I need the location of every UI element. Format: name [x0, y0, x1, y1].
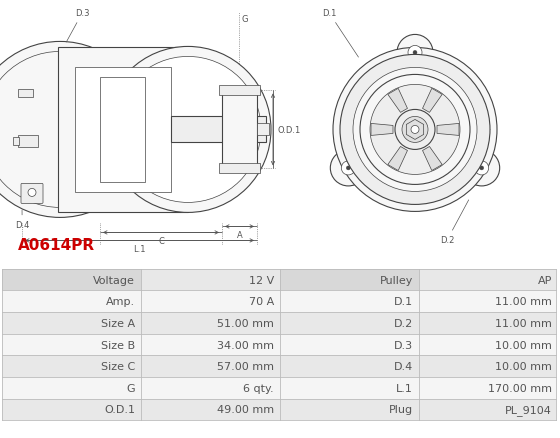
- Text: A0614PR: A0614PR: [18, 238, 95, 253]
- Bar: [219, 86, 260, 96]
- Text: D.2: D.2: [440, 201, 469, 245]
- Text: Size A: Size A: [101, 318, 135, 328]
- Text: Plug: Plug: [389, 405, 413, 414]
- Bar: [75, 68, 171, 193]
- Circle shape: [370, 85, 460, 175]
- Polygon shape: [388, 147, 408, 171]
- Text: 11.00 mm: 11.00 mm: [495, 318, 552, 328]
- Circle shape: [397, 35, 433, 71]
- Text: PL_9104: PL_9104: [505, 404, 552, 415]
- Polygon shape: [388, 89, 408, 113]
- Text: C: C: [158, 237, 164, 246]
- Text: D.4: D.4: [15, 211, 29, 230]
- Text: G: G: [241, 15, 248, 25]
- Bar: [13, 138, 19, 146]
- Text: O.D.1: O.D.1: [104, 405, 135, 414]
- Circle shape: [115, 57, 261, 203]
- Text: L.1: L.1: [396, 383, 413, 393]
- Bar: [2, 377, 556, 399]
- Bar: [2, 312, 556, 334]
- Bar: [171, 117, 266, 143]
- Polygon shape: [437, 124, 459, 136]
- Circle shape: [411, 126, 419, 134]
- Text: D.1: D.1: [394, 297, 413, 307]
- Circle shape: [330, 151, 366, 187]
- Text: G: G: [127, 383, 135, 393]
- Text: D.2: D.2: [394, 318, 413, 328]
- Text: Size C: Size C: [101, 361, 135, 371]
- Bar: [18, 136, 38, 148]
- Bar: [2, 356, 556, 377]
- Circle shape: [395, 110, 435, 150]
- Bar: [2, 334, 556, 356]
- Text: 170.00 mm: 170.00 mm: [488, 383, 552, 393]
- Text: Amp.: Amp.: [106, 297, 135, 307]
- Bar: [280, 269, 419, 291]
- Text: 12 V: 12 V: [249, 275, 274, 285]
- Polygon shape: [371, 124, 393, 136]
- Circle shape: [0, 52, 138, 208]
- Bar: [18, 90, 33, 98]
- Circle shape: [480, 166, 484, 170]
- Text: L.1: L.1: [133, 245, 145, 254]
- Circle shape: [0, 42, 148, 218]
- Text: D.4: D.4: [394, 361, 413, 371]
- FancyBboxPatch shape: [21, 184, 43, 204]
- Text: D.3: D.3: [394, 340, 413, 350]
- Circle shape: [346, 166, 351, 170]
- Bar: [100, 78, 145, 183]
- Text: Size B: Size B: [101, 340, 135, 350]
- Text: 51.00 mm: 51.00 mm: [217, 318, 274, 328]
- Text: 57.00 mm: 57.00 mm: [217, 361, 274, 371]
- Bar: [2, 399, 556, 420]
- Polygon shape: [423, 89, 442, 113]
- Bar: [2, 269, 141, 291]
- Bar: [219, 164, 260, 174]
- Circle shape: [105, 47, 271, 213]
- Bar: [58, 48, 188, 213]
- Text: O.D.1: O.D.1: [277, 126, 300, 134]
- Circle shape: [340, 55, 490, 205]
- Circle shape: [464, 151, 500, 187]
- Text: A: A: [237, 231, 243, 240]
- Polygon shape: [407, 120, 424, 140]
- Text: 49.00 mm: 49.00 mm: [217, 405, 274, 414]
- Circle shape: [360, 75, 470, 185]
- Circle shape: [413, 51, 417, 55]
- Text: 11.00 mm: 11.00 mm: [495, 297, 552, 307]
- Text: Pulley: Pulley: [380, 275, 413, 285]
- Bar: [257, 124, 269, 136]
- Text: 10.00 mm: 10.00 mm: [495, 361, 552, 371]
- Text: 10.00 mm: 10.00 mm: [495, 340, 552, 350]
- Circle shape: [402, 117, 428, 143]
- Circle shape: [408, 46, 422, 60]
- Bar: [2, 269, 556, 291]
- Polygon shape: [423, 147, 442, 171]
- Text: 6 qty.: 6 qty.: [244, 383, 274, 393]
- Text: 34.00 mm: 34.00 mm: [217, 340, 274, 350]
- Circle shape: [475, 162, 489, 176]
- Bar: [2, 291, 556, 312]
- Text: D.3: D.3: [66, 9, 90, 43]
- Text: 70 A: 70 A: [249, 297, 274, 307]
- Circle shape: [341, 162, 355, 176]
- Circle shape: [353, 68, 477, 192]
- Bar: [222, 91, 257, 169]
- Text: D.1: D.1: [322, 9, 358, 58]
- Circle shape: [333, 48, 497, 212]
- Text: AP: AP: [538, 275, 552, 285]
- Circle shape: [28, 189, 36, 197]
- Text: Voltage: Voltage: [93, 275, 135, 285]
